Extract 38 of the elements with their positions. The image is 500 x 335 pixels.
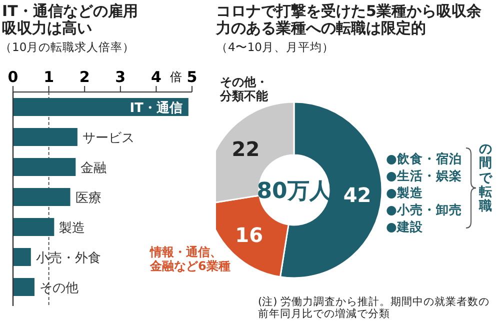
- x-tick-label: 5: [186, 68, 198, 86]
- y-tick-label: 製造: [59, 221, 86, 236]
- chart-subtitle: （10月の転職求人倍率）: [0, 40, 136, 54]
- text: の間で転職: [479, 142, 493, 214]
- bar: [13, 128, 78, 146]
- y-tick-label: 金融: [80, 161, 107, 176]
- bar: [13, 278, 34, 296]
- text: ●製造: [386, 185, 423, 200]
- bar: [13, 218, 54, 236]
- bar: [13, 248, 31, 266]
- x-tick-label: 2: [79, 68, 90, 86]
- text: 80万人: [256, 179, 332, 204]
- text: ●飲食・宿泊: [386, 151, 462, 166]
- slice-label: その他・分類不能: [220, 75, 269, 104]
- x-axis-title: 倍: [170, 70, 182, 84]
- text: ●小売・卸売: [386, 202, 462, 217]
- data-label: 22: [232, 136, 260, 161]
- data-label: 16: [235, 222, 264, 247]
- data-label: 42: [343, 182, 372, 207]
- y-tick-label: サービス: [82, 131, 134, 146]
- y-tick-label: 医療: [75, 191, 102, 206]
- text: ●生活・娯楽: [386, 168, 462, 183]
- y-tick-label: 小売・外食: [36, 251, 101, 266]
- x-tick-label: 3: [115, 68, 126, 86]
- slice-label: 情報・通信、金融など6業種: [150, 245, 232, 274]
- y-tick-label: IT・通信: [130, 100, 182, 116]
- text: (注) 労働力調査から推計。期間中の就業者数の前年同月比での増減で分類: [258, 296, 491, 320]
- x-tick-label: 0: [8, 68, 18, 86]
- chart-subtitle: （4〜10月、月平均）: [216, 40, 335, 54]
- chart-title: コロナで打撃を受けた5業種から吸収余力のある業種への転職は限定的: [216, 2, 482, 38]
- chart-title: IT・通信などの雇用吸収力は高い: [2, 2, 139, 38]
- x-tick-label: 1: [44, 68, 54, 86]
- text: ●建設: [386, 219, 424, 234]
- bar: [13, 98, 188, 116]
- y-tick-label: その他: [39, 281, 78, 296]
- bar: [13, 158, 76, 176]
- x-tick-label: 4: [150, 68, 162, 86]
- bar: [13, 188, 70, 206]
